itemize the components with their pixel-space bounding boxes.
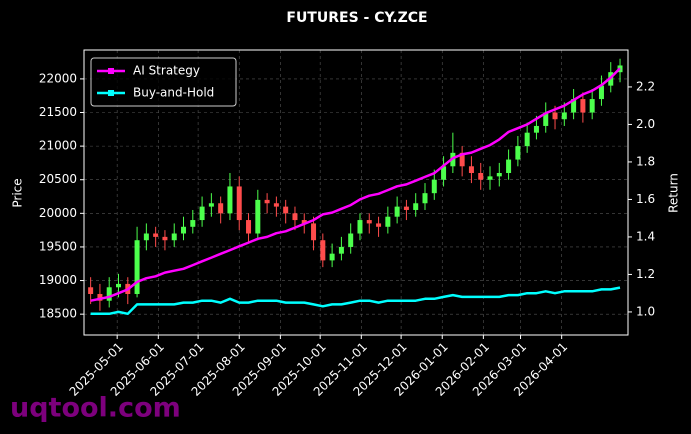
watermark: uqtool.com xyxy=(10,393,181,424)
candle-body xyxy=(533,125,539,133)
y-tick-label: 19500 xyxy=(39,239,77,253)
candle-body xyxy=(506,159,512,174)
candle-body xyxy=(366,220,372,224)
y-tick-label: 19000 xyxy=(39,273,77,287)
candle-body xyxy=(598,85,604,100)
candle-body xyxy=(88,287,94,294)
candle-body xyxy=(431,179,437,194)
candle-body xyxy=(143,233,149,241)
candle-body xyxy=(97,293,103,301)
y-tick-label: 21500 xyxy=(39,105,77,119)
series-line xyxy=(90,67,621,302)
legend-marker xyxy=(108,90,114,96)
candle-body xyxy=(273,203,279,207)
candle-body xyxy=(385,216,391,227)
candle-body xyxy=(218,203,224,214)
candle-body xyxy=(190,220,196,227)
candle-body xyxy=(413,203,419,210)
legend-label: AI Strategy xyxy=(133,64,200,78)
candle-body xyxy=(162,236,168,241)
candle-body xyxy=(468,166,474,174)
y2-axis-label: Return xyxy=(667,173,681,213)
candle-body xyxy=(283,206,289,214)
candle-body xyxy=(515,146,521,160)
candle-body xyxy=(320,240,326,261)
candle-body xyxy=(552,112,558,120)
chart-title: FUTURES - CY.ZCE xyxy=(286,10,427,26)
candle-body xyxy=(106,287,112,301)
candle-body xyxy=(264,199,270,204)
y-tick-label: 21000 xyxy=(39,139,77,153)
y2-tick-label: 2.2 xyxy=(636,79,655,93)
candle-body xyxy=(292,213,298,221)
y2-tick-label: 1.4 xyxy=(636,229,655,243)
candle-body xyxy=(394,206,400,217)
plot-frame xyxy=(83,49,629,336)
candle-body xyxy=(199,206,205,221)
candle-body xyxy=(134,240,140,294)
candle-body xyxy=(329,253,335,261)
y-axis-label: Price xyxy=(11,178,25,207)
candle-body xyxy=(487,176,493,180)
candle-body xyxy=(459,152,465,167)
candle-body xyxy=(571,99,577,113)
candle-body xyxy=(255,199,261,234)
y-tick-label: 18500 xyxy=(39,307,77,321)
legend-box xyxy=(90,57,237,107)
candle-body xyxy=(403,206,409,210)
candle-body xyxy=(478,173,484,180)
candle-body xyxy=(580,99,586,113)
legend-marker xyxy=(108,68,114,74)
candle-body xyxy=(236,186,242,221)
candle-body xyxy=(227,186,233,214)
candle-body xyxy=(171,233,177,241)
candle-body xyxy=(301,220,307,224)
candle-body xyxy=(422,193,428,204)
candle-body xyxy=(246,220,252,234)
y-tick-label: 20000 xyxy=(39,206,77,220)
candle-body xyxy=(338,246,344,254)
y2-tick-label: 1.8 xyxy=(636,154,655,168)
candle-body xyxy=(357,220,363,234)
candle-body xyxy=(115,283,121,288)
y2-tick-label: 2.0 xyxy=(636,117,655,131)
legend-label: Buy-and-Hold xyxy=(133,86,214,100)
candle-body xyxy=(311,223,317,241)
candle-body xyxy=(376,223,382,227)
y2-tick-label: 1.0 xyxy=(636,304,655,318)
candle-body xyxy=(496,173,502,177)
candle-body xyxy=(543,112,549,126)
y-tick-label: 20500 xyxy=(39,172,77,186)
candle-body xyxy=(441,166,447,180)
y2-tick-label: 1.2 xyxy=(636,267,655,281)
candle-body xyxy=(181,226,187,234)
series-line xyxy=(90,286,621,316)
candle-body xyxy=(589,99,595,113)
candle-body xyxy=(208,203,214,207)
y-tick-label: 22000 xyxy=(39,71,77,85)
candle-body xyxy=(153,233,159,237)
candle-body xyxy=(348,233,354,247)
candle-body xyxy=(524,132,530,147)
candle-body xyxy=(561,112,567,120)
y2-tick-label: 1.6 xyxy=(636,192,655,206)
